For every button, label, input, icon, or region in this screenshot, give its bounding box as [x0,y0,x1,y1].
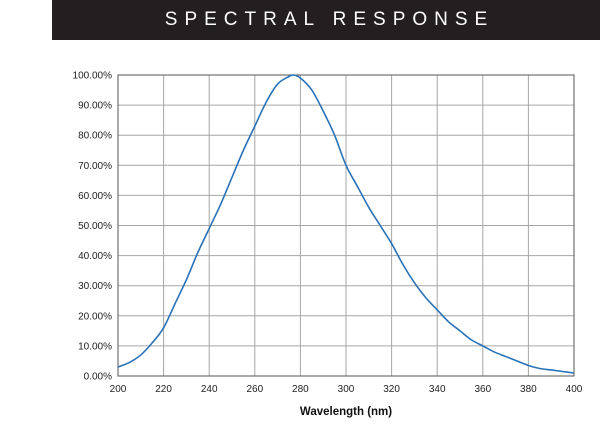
y-tick-label: 0.00% [84,372,112,383]
header-banner: SPECTRAL RESPONSE [52,0,600,40]
y-tick-label: 30.00% [78,281,112,292]
plot-frame [117,74,575,377]
x-tick-label: 300 [338,384,355,395]
y-tick-label: 90.00% [78,101,112,112]
x-tick-label: 280 [292,384,309,395]
y-tick-label: 60.00% [78,191,112,202]
series-line [117,74,575,374]
y-tick-label: 10.00% [78,341,112,352]
x-tick-label: 400 [566,384,583,395]
x-tick-label: 360 [474,384,491,395]
x-tick-label: 340 [429,384,446,395]
y-axis-tick-labels: 0.00% 10.00% 20.00% 30.00% 40.00% 50.00% 60.00… [73,71,113,383]
x-axis-tick-labels: 200 220 240 260 280 300 320 340 360 380 400 [110,384,583,395]
y-tick-label: 70.00% [78,161,112,172]
x-tick-label: 200 [110,384,127,395]
y-tick-label: 40.00% [78,251,112,262]
x-tick-label: 380 [520,384,537,395]
x-tick-label: 320 [383,384,400,395]
x-tick-label: 220 [155,384,172,395]
page-title: SPECTRAL RESPONSE [164,9,495,30]
y-tick-label: 80.00% [78,131,112,142]
y-tick-label: 50.00% [78,221,112,232]
y-tick-label: 100.00% [73,71,113,82]
x-axis-title: Wavelength (nm) [300,406,392,418]
x-tick-label: 240 [201,384,218,395]
y-tick-label: 20.00% [78,311,112,322]
x-tick-label: 260 [246,384,263,395]
